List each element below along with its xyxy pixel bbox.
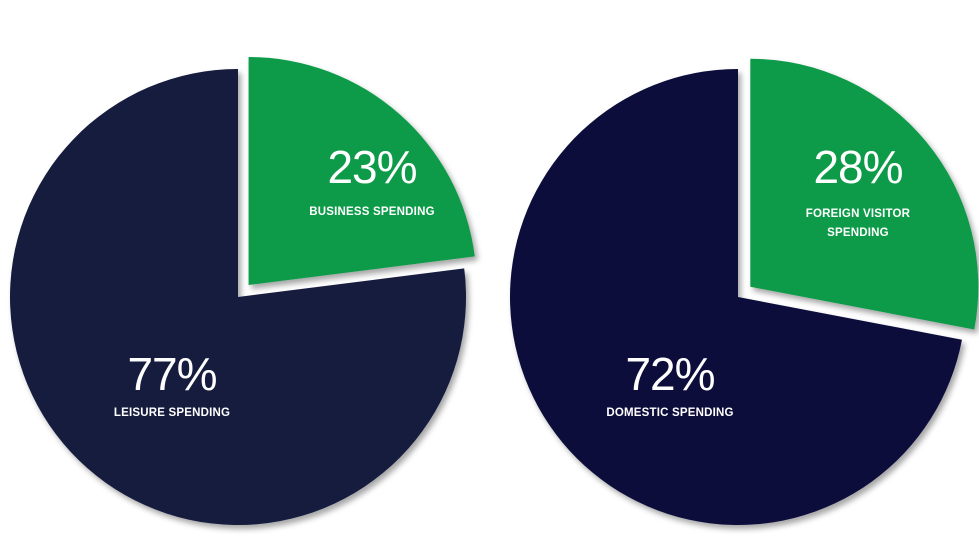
pie2-foreign-label-line2: SPENDING: [827, 227, 889, 239]
pie2-slice-foreign-visitor: [750, 58, 979, 330]
pie1-leisure-label: LEISURE SPENDING: [114, 407, 230, 419]
pie2-domestic-value: 72%: [625, 348, 714, 400]
pie1-business-label: BUSINESS SPENDING: [309, 206, 434, 218]
pie2-foreign-value: 28%: [813, 141, 902, 193]
pie1-leisure-value: 77%: [127, 348, 216, 400]
pie-chart-2: 28% FOREIGN VISITOR SPENDING 72% DOMESTI…: [509, 58, 979, 525]
pie2-slice-domestic: [509, 69, 962, 525]
pie2-foreign-label-line1: FOREIGN VISITOR: [806, 208, 911, 220]
pie1-slice-business: [248, 57, 475, 285]
pie1-slice-leisure: [9, 69, 466, 525]
pie1-business-value: 23%: [327, 141, 416, 193]
pie2-domestic-label: DOMESTIC SPENDING: [606, 407, 733, 419]
pie-chart-1: 23% BUSINESS SPENDING 77% LEISURE SPENDI…: [9, 57, 475, 525]
